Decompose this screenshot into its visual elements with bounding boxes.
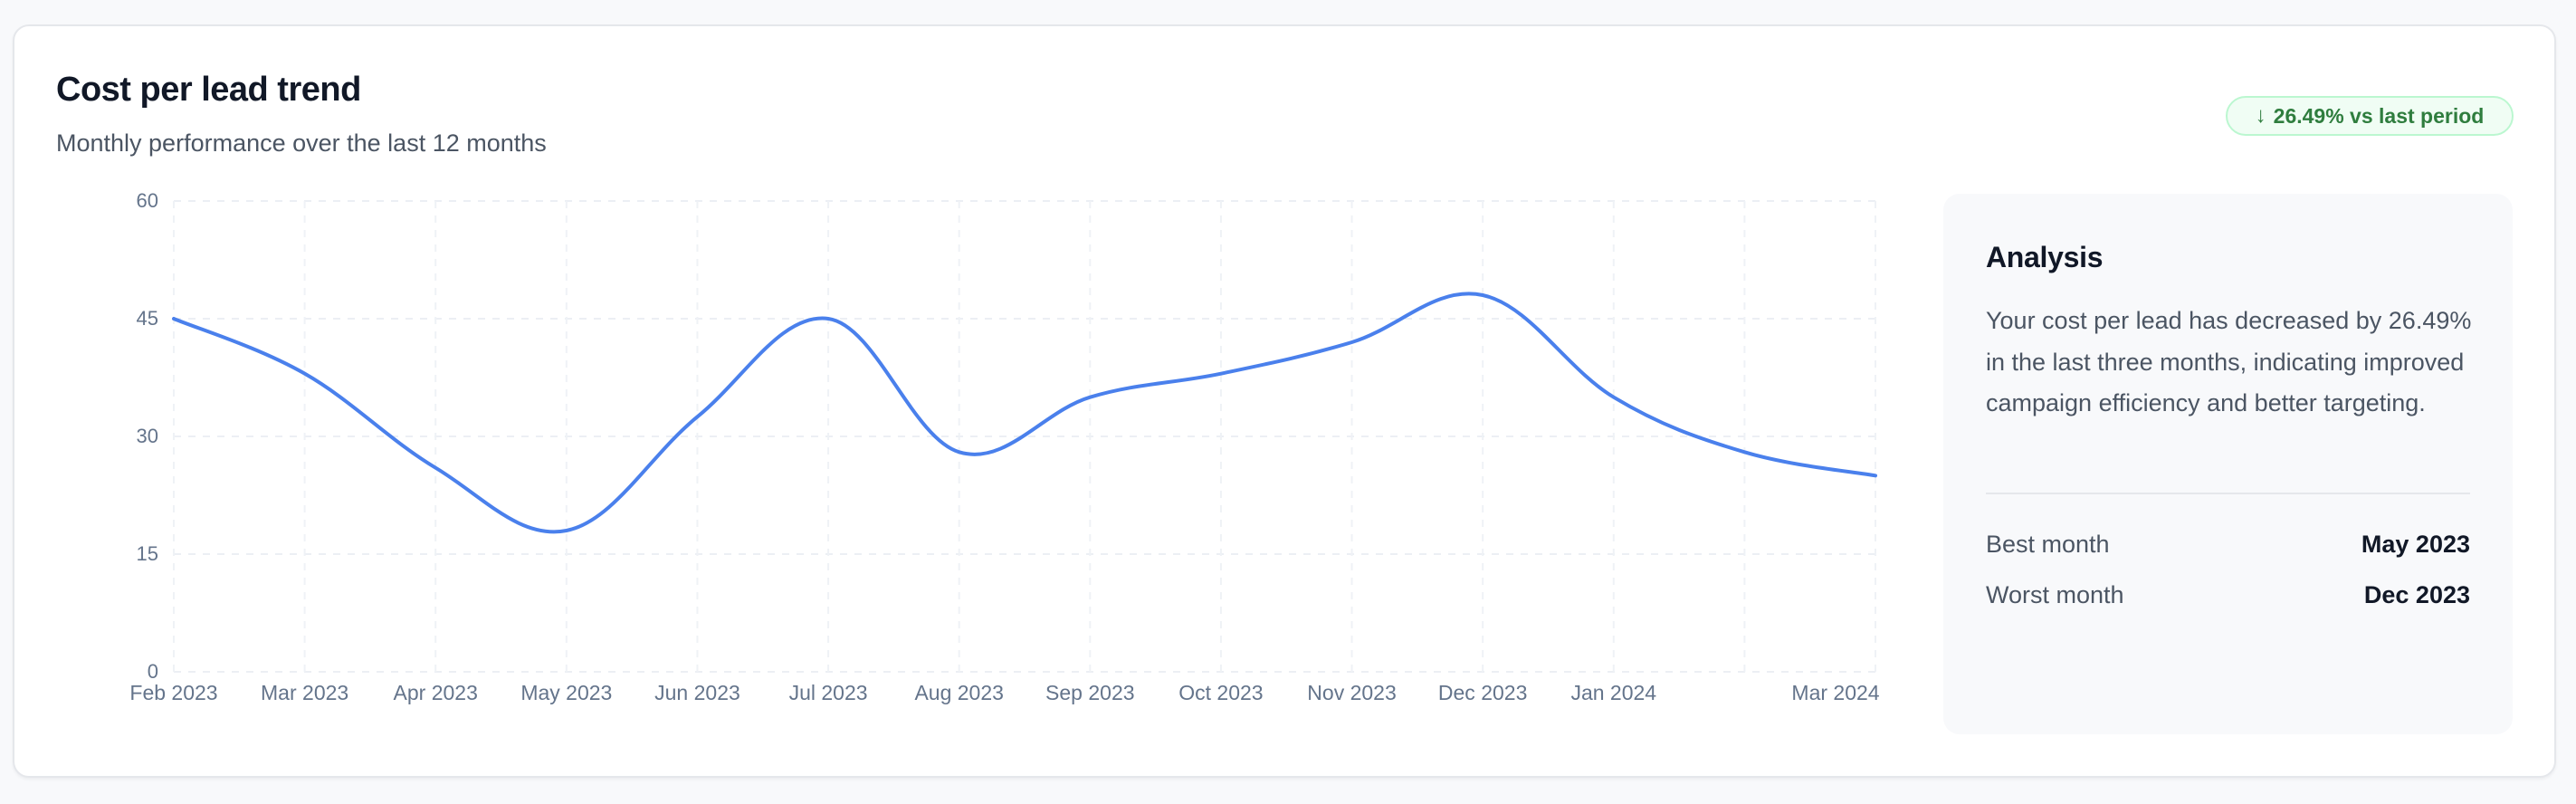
- x-tick-label: Mar 2023: [261, 681, 349, 704]
- y-tick-label: 60: [136, 189, 158, 212]
- line-chart: 0 15 30 45 60 Feb 2023 Mar 2023 Apr 2023 May 20…: [129, 189, 1880, 704]
- analysis-title: Analysis: [1986, 241, 2104, 273]
- change-badge-text: 26.49% vs last period: [2273, 103, 2485, 128]
- stat-label: Worst month: [1986, 581, 2124, 608]
- x-tick-label: Apr 2023: [393, 681, 478, 704]
- stat-best-month: Best month May 2023: [1986, 531, 2470, 559]
- x-tick-label: Jul 2023: [788, 681, 868, 704]
- x-tick-label: Oct 2023: [1178, 681, 1264, 704]
- x-tick-label: May 2023: [520, 681, 613, 704]
- analysis-panel: Analysis Your cost per lead has decrease…: [1943, 194, 2513, 734]
- stat-label: Best month: [1986, 531, 2110, 558]
- x-tick-label: Nov 2023: [1307, 681, 1397, 704]
- card-subtitle: Monthly performance over the last 12 mon…: [56, 129, 547, 157]
- y-tick-label: 0: [147, 660, 158, 683]
- stat-value: Dec 2023: [2363, 581, 2470, 608]
- x-tick-label: Dec 2023: [1437, 681, 1528, 704]
- x-tick-label: Feb 2023: [129, 681, 218, 704]
- chart-grid: [173, 200, 1876, 673]
- x-tick-label: Mar 2024: [1791, 681, 1880, 704]
- chart-plot-area: [172, 200, 1877, 673]
- stat-worst-month: Worst month Dec 2023: [1986, 581, 2470, 609]
- change-badge: ↓ 26.49% vs last period: [2226, 96, 2514, 136]
- analysis-body: Your cost per lead has decreased by 26.4…: [1986, 307, 2472, 416]
- stat-value: May 2023: [2361, 531, 2470, 558]
- card-title: Cost per lead trend: [56, 71, 361, 109]
- y-tick-label: 15: [136, 542, 158, 565]
- series-line[interactable]: [172, 292, 1877, 534]
- x-tick-label: Sep 2023: [1045, 681, 1135, 704]
- x-tick-label: Jun 2023: [654, 681, 740, 704]
- divider: [1986, 493, 2470, 494]
- x-tick-label: Aug 2023: [914, 681, 1004, 704]
- x-tick-label: Jan 2024: [1570, 681, 1657, 704]
- y-tick-label: 45: [136, 307, 158, 330]
- arrow-down-icon: ↓: [2255, 103, 2266, 128]
- y-tick-label: 30: [136, 425, 158, 447]
